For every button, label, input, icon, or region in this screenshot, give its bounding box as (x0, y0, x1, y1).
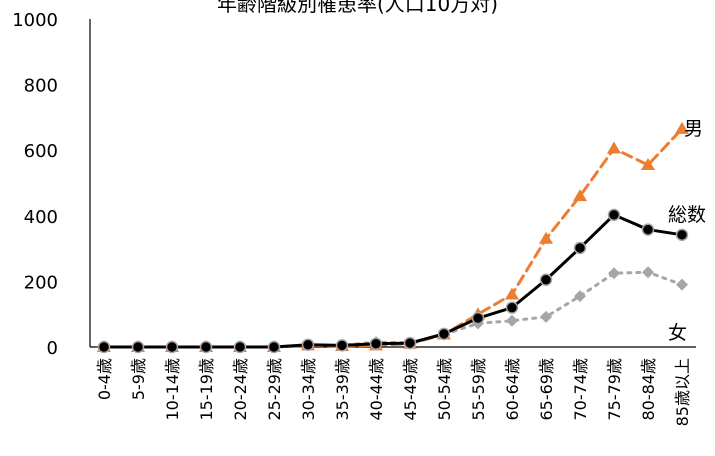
data-point (675, 121, 689, 134)
data-point (574, 290, 586, 303)
x-tick-label: 50-54歳 (435, 358, 454, 421)
y-tick-label: 400 (24, 207, 58, 228)
x-tick-label: 55-59歳 (469, 358, 488, 421)
x-tick-label: 35-39歳 (333, 358, 352, 421)
x-tick-label: 65-69歳 (537, 358, 556, 421)
x-tick-label: 60-64歳 (503, 358, 522, 421)
data-point (608, 267, 620, 280)
data-point (131, 340, 145, 354)
series-line-female (102, 270, 684, 349)
x-tick-label: 45-49歳 (401, 358, 420, 421)
x-tick-label: 15-19歳 (197, 358, 216, 421)
x-tick-label: 80-84歳 (639, 358, 658, 421)
data-point (165, 340, 179, 354)
data-point (607, 141, 621, 154)
x-tick-label: 70-74歳 (571, 358, 590, 421)
series-label: 総数 (668, 204, 706, 226)
data-point (573, 189, 587, 202)
x-tick-label: 20-24歳 (231, 358, 250, 421)
series-line-total (102, 213, 684, 349)
data-point (641, 223, 655, 236)
data-point (335, 339, 349, 352)
data-point (97, 340, 111, 354)
x-tick-label: 5-9歳 (129, 358, 148, 400)
data-point (267, 340, 281, 354)
data-point (403, 336, 417, 350)
data-point (369, 337, 383, 350)
x-tick-label: 75-79歳 (605, 358, 624, 421)
data-point (607, 208, 621, 222)
x-tick-label: 30-34歳 (299, 358, 318, 421)
series-label: 女 (668, 322, 687, 344)
x-tick-label: 40-44歳 (367, 358, 386, 421)
data-point (505, 287, 519, 300)
x-tick-label: 0-4歳 (95, 358, 114, 400)
data-point (301, 338, 315, 351)
x-tick-label: 25-29歳 (265, 358, 284, 421)
data-point (539, 231, 553, 244)
data-point (199, 340, 213, 354)
series-line-male (102, 127, 684, 349)
data-point (539, 273, 553, 287)
data-point (437, 327, 451, 341)
x-tick-label: 85歳以上 (673, 358, 692, 426)
data-point (675, 228, 689, 242)
data-point (676, 278, 688, 291)
data-point (642, 266, 654, 279)
y-tick-label: 1000 (12, 10, 58, 31)
data-point (540, 310, 552, 323)
data-point (506, 314, 518, 327)
data-point (505, 301, 519, 314)
series-label: 男 (684, 118, 703, 140)
y-tick-label: 0 (47, 338, 58, 359)
y-tick-label: 200 (24, 272, 58, 293)
data-point (573, 241, 587, 255)
chart-title: 年齢階級別罹患率(人口10万対) (216, 0, 499, 16)
y-tick-label: 600 (24, 141, 58, 162)
data-point (641, 157, 655, 170)
y-tick-label: 800 (24, 76, 58, 97)
data-point (471, 311, 485, 325)
x-tick-label: 10-14歳 (163, 358, 182, 421)
data-point (233, 340, 247, 354)
